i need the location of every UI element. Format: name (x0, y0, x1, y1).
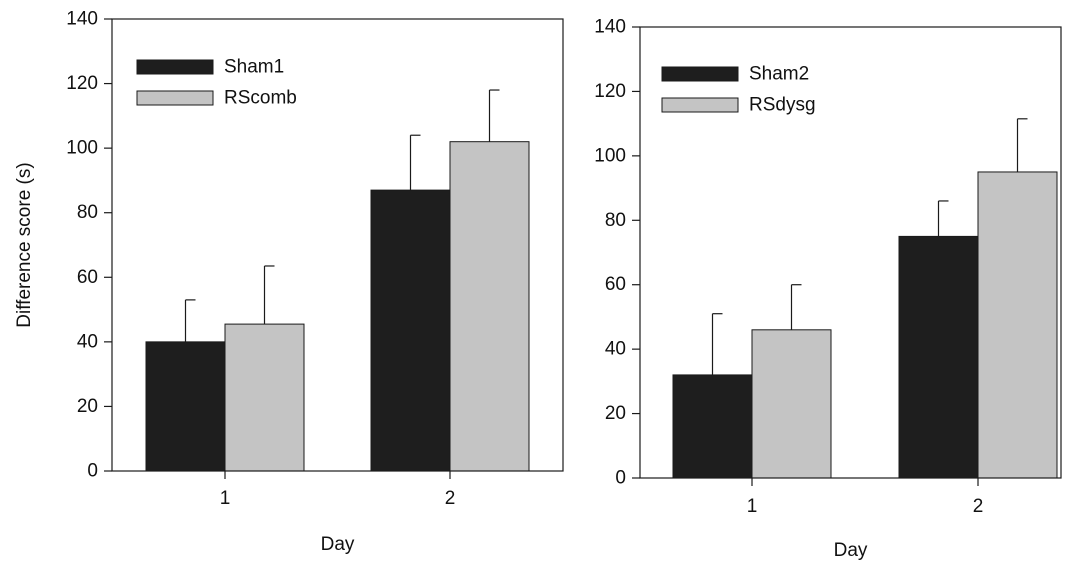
x-tick-label: 1 (220, 488, 231, 509)
y-tick-label: 40 (605, 339, 626, 360)
legend-swatch-sham1 (136, 59, 214, 75)
bar-sham1-day-2 (370, 189, 451, 472)
bar-sham2-day-1 (672, 374, 753, 479)
x-axis-title: Day (834, 540, 868, 561)
plot-frame (111, 18, 564, 472)
y-tick-label: 120 (594, 81, 626, 102)
y-tick-label: 100 (594, 145, 626, 166)
y-tick-label: 80 (77, 202, 98, 223)
bar-rsdysg-day-1 (751, 329, 832, 479)
y-tick-label: 0 (87, 461, 98, 482)
plot-frame (639, 26, 1062, 479)
y-axis-title: Difference score (s) (14, 162, 35, 327)
legend-swatch-rscomb (136, 90, 214, 106)
legend-swatch-sham2 (661, 66, 739, 82)
bar-sham1-day-1 (145, 341, 226, 472)
x-tick-label: 2 (445, 488, 456, 509)
bar-rscomb-day-1 (224, 323, 305, 472)
y-tick-label: 60 (77, 267, 98, 288)
y-tick-label: 120 (66, 73, 98, 94)
legend-label-sham1: Sham1 (224, 57, 284, 78)
y-tick-label: 60 (605, 274, 626, 295)
bar-rscomb-day-2 (449, 141, 530, 472)
x-axis-title: Day (321, 534, 355, 555)
x-tick-label: 1 (747, 496, 758, 517)
y-tick-label: 0 (615, 468, 626, 489)
y-tick-label: 20 (605, 403, 626, 424)
y-tick-label: 80 (605, 210, 626, 231)
y-tick-label: 140 (594, 17, 626, 38)
legend-label-sham2: Sham2 (749, 64, 809, 85)
bar-rsdysg-day-2 (977, 171, 1058, 479)
y-tick-label: 100 (66, 138, 98, 159)
bar-sham2-day-2 (898, 235, 979, 479)
legend-label-rscomb: RScomb (224, 88, 297, 109)
y-tick-label: 20 (77, 396, 98, 417)
y-tick-label: 40 (77, 331, 98, 352)
y-tick-label: 140 (66, 9, 98, 30)
chart-left: 0 20 40 60 80 100 120 140 1 2 Day Difference score … (14, 9, 564, 555)
x-tick-label: 2 (973, 496, 984, 517)
legend-label-rsdysg: RSdysg (749, 95, 816, 116)
chart-right: 0 20 40 60 80 100 120 140 1 2 Day Sham2 RSdysg (594, 17, 1062, 561)
legend-swatch-rsdysg (661, 97, 739, 113)
